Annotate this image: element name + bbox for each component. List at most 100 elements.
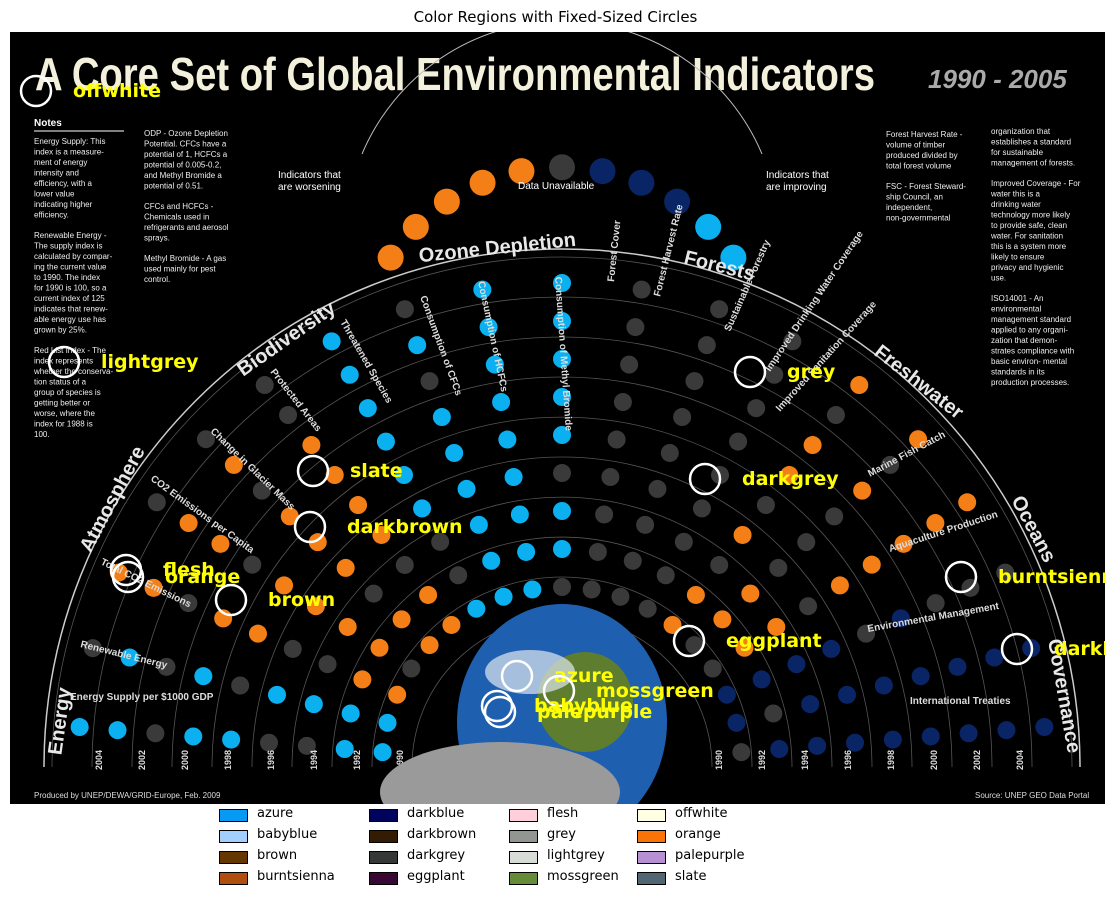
key-dot bbox=[433, 188, 460, 215]
indicator-dot bbox=[553, 388, 571, 406]
indicator-dot bbox=[780, 466, 799, 485]
indicator-dot bbox=[442, 615, 461, 634]
indicator-dot bbox=[408, 336, 427, 355]
marker-slate bbox=[296, 454, 330, 488]
indicator-dot bbox=[255, 376, 274, 395]
indicator-dot bbox=[996, 563, 1015, 582]
marker-label-darkgrey: darkgrey bbox=[742, 468, 839, 490]
indicator-dot bbox=[660, 443, 679, 462]
marker-palepurple bbox=[483, 695, 517, 729]
hands-silhouette bbox=[380, 742, 620, 804]
indicator-dot bbox=[252, 481, 271, 500]
indicator-dot bbox=[304, 695, 323, 714]
outer-arc bbox=[43, 248, 1081, 768]
marker-burntsienna bbox=[944, 560, 978, 594]
indicator-dot bbox=[911, 667, 930, 686]
indicator-dot bbox=[275, 576, 294, 595]
indicator-dot bbox=[767, 617, 786, 636]
indicator-dot bbox=[283, 639, 302, 658]
key-dot bbox=[469, 169, 496, 196]
infographic-image: A Core Set of Global Environmental Indic… bbox=[10, 32, 1105, 804]
infographic-headline: A Core Set of Global Environmental Indic… bbox=[35, 48, 875, 100]
indicator-dot bbox=[783, 332, 802, 351]
marker-label-offwhite: offwhite bbox=[73, 80, 161, 102]
key-arc bbox=[361, 32, 763, 155]
indicator-dot bbox=[492, 393, 511, 412]
legend-label: darkbrown bbox=[407, 827, 477, 842]
indicator-dot bbox=[108, 721, 127, 740]
indicator-dot bbox=[632, 280, 651, 299]
legend-swatch bbox=[509, 872, 538, 885]
indicator-dot bbox=[402, 659, 421, 678]
indicator-dot bbox=[765, 365, 784, 384]
indicator-dot bbox=[674, 532, 693, 551]
indicator-dot bbox=[613, 393, 632, 412]
indicator-dot bbox=[457, 479, 476, 498]
marker-label-azure: azure bbox=[554, 665, 614, 687]
indicator-dot bbox=[279, 406, 298, 425]
indicator-dot bbox=[626, 318, 645, 337]
marker-brown bbox=[214, 583, 248, 617]
marker-label-babyblue: babyblue bbox=[534, 695, 633, 717]
indicator-dot bbox=[822, 639, 841, 658]
indicator-dot bbox=[431, 532, 450, 551]
indicator-dot bbox=[729, 432, 748, 451]
marker-label-flesh: flesh bbox=[163, 559, 215, 581]
legend-swatch bbox=[637, 872, 666, 885]
legend-label: azure bbox=[257, 806, 294, 821]
key-dot bbox=[628, 169, 655, 196]
indicator-dot bbox=[340, 365, 359, 384]
indicator-dot bbox=[553, 502, 571, 520]
year-tick: 1994 bbox=[309, 750, 319, 770]
year-tick: 2002 bbox=[972, 750, 982, 770]
indicator-dot bbox=[420, 372, 439, 391]
indicator-dot bbox=[364, 584, 383, 603]
key-worsening-label: Indicators that are worsening bbox=[278, 170, 341, 193]
marker-label-slate: slate bbox=[350, 460, 403, 482]
indicator-dot bbox=[582, 580, 601, 599]
indicator-dot bbox=[985, 648, 1004, 667]
legend-label: burntsienna bbox=[257, 869, 335, 884]
grid-arc bbox=[131, 336, 993, 768]
indicator-dot bbox=[874, 676, 893, 695]
indicator-dot bbox=[741, 584, 760, 603]
indicator-dot bbox=[857, 624, 876, 643]
indicator-dot bbox=[620, 355, 639, 374]
indicator-dot bbox=[959, 724, 978, 743]
indicator-dot bbox=[656, 566, 675, 585]
indicator-dot bbox=[144, 578, 163, 597]
indicator-dot bbox=[909, 430, 928, 449]
indicator-dot bbox=[703, 659, 722, 678]
indicator-dot bbox=[638, 599, 657, 618]
indicator-dot bbox=[636, 515, 655, 534]
indicator-dot bbox=[419, 585, 438, 604]
infographic-period: 1990 - 2005 bbox=[928, 64, 1067, 94]
indicator-dot bbox=[338, 617, 357, 636]
indicator-dot bbox=[445, 443, 464, 462]
indicator-dot bbox=[732, 743, 751, 762]
indicator-dot bbox=[179, 594, 198, 613]
indicator-dot bbox=[211, 534, 230, 553]
indicator-dot bbox=[184, 727, 203, 746]
marker-darkbrown bbox=[293, 510, 327, 544]
indicator-dot bbox=[373, 743, 392, 762]
plot-area: A Core Set of Global Environmental Indic… bbox=[10, 32, 1105, 804]
legend-swatch bbox=[369, 851, 398, 864]
indicator-name: Energy Supply per $1000 GDP bbox=[70, 692, 214, 703]
indicator-dot bbox=[432, 408, 451, 427]
indicator-dot bbox=[686, 585, 705, 604]
indicator-dot bbox=[850, 376, 869, 395]
legend-label: offwhite bbox=[675, 806, 728, 821]
legend-swatch bbox=[509, 851, 538, 864]
indicator-dot bbox=[517, 542, 536, 561]
marker-label-eggplant: eggplant bbox=[726, 630, 822, 652]
notes-heading: Notes bbox=[34, 118, 62, 129]
indicator-dot bbox=[485, 355, 504, 374]
indicator-dot bbox=[449, 566, 468, 585]
indicator-dot bbox=[248, 624, 267, 643]
legend-label: orange bbox=[675, 827, 721, 842]
grid-arc bbox=[251, 456, 873, 768]
indicator-dot bbox=[335, 739, 354, 758]
indicator-dot bbox=[413, 499, 432, 518]
indicator-dot bbox=[358, 399, 377, 418]
